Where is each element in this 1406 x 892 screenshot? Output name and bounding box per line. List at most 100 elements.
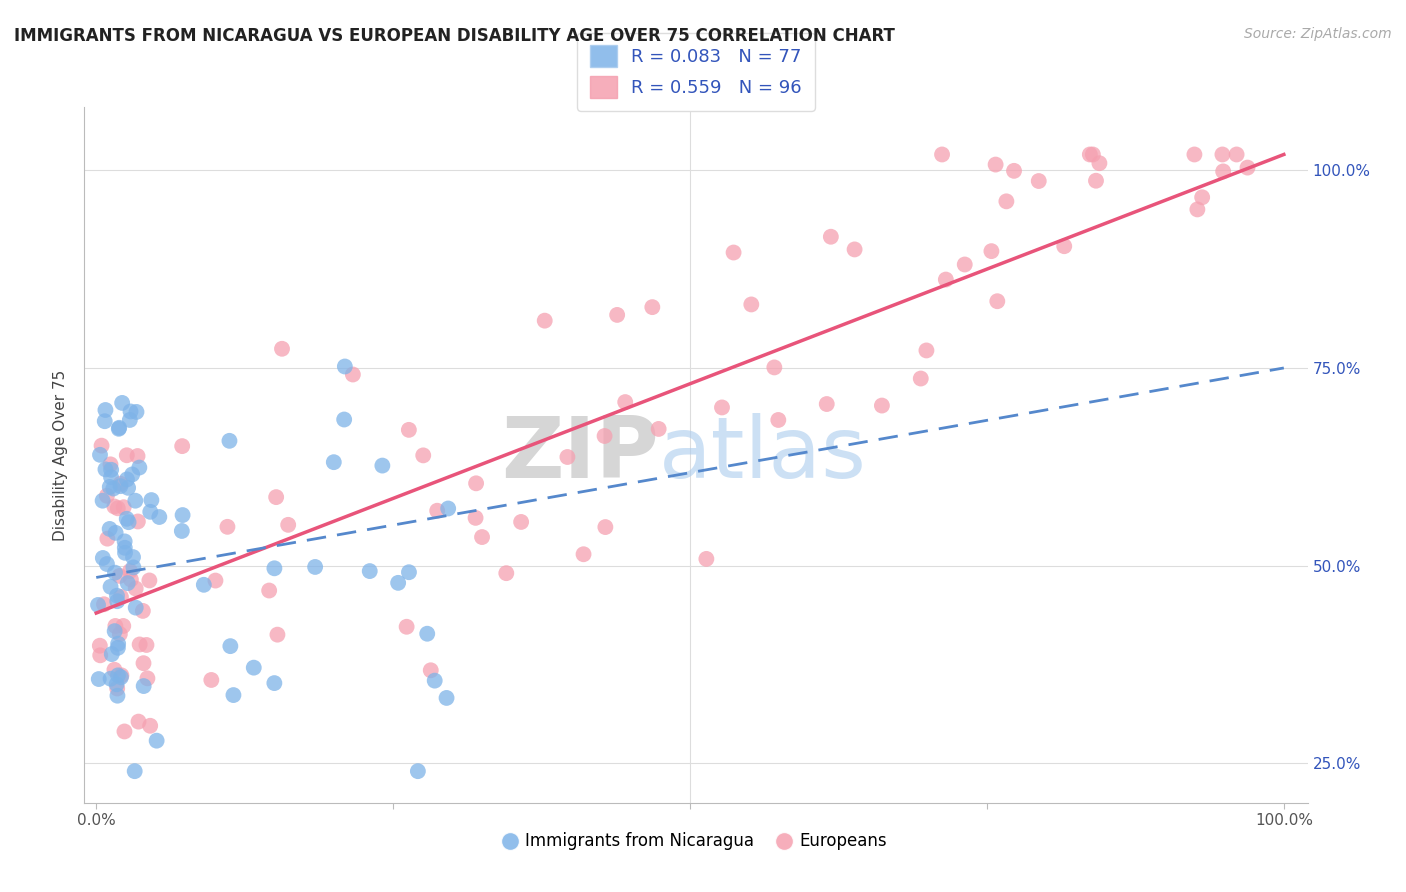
Point [740, 297, 762, 311]
Point [533, 313, 555, 327]
Point [398, 566, 420, 580]
Point [135, 638, 157, 652]
Point [107, 422, 129, 436]
Point [915, 343, 938, 358]
Point [132, 604, 155, 618]
Point [104, 624, 127, 639]
Point [1211, 147, 1233, 161]
Point [128, 637, 150, 651]
Point [107, 640, 129, 655]
Point [114, 546, 136, 560]
Point [105, 594, 128, 608]
Point [108, 569, 131, 583]
Point [193, 578, 215, 592]
Point [87, 598, 110, 612]
Point [387, 575, 409, 590]
Point [138, 574, 160, 588]
Point [112, 619, 135, 633]
Point [103, 482, 125, 496]
Y-axis label: Disability Age Over 75: Disability Age Over 75 [53, 369, 69, 541]
Point [395, 620, 418, 634]
Point [264, 490, 287, 504]
Point [406, 764, 429, 779]
Point [371, 458, 394, 473]
Point [148, 510, 170, 524]
Point [114, 541, 136, 555]
Point [124, 493, 146, 508]
Point [333, 412, 356, 426]
Point [120, 404, 142, 418]
Point [1226, 147, 1249, 161]
Point [105, 677, 128, 691]
Point [111, 396, 134, 410]
Point [117, 576, 139, 591]
Point [118, 564, 141, 578]
Point [110, 670, 132, 684]
Point [132, 679, 155, 693]
Point [1187, 202, 1209, 217]
Point [110, 476, 132, 491]
Point [606, 308, 628, 322]
Point [128, 714, 150, 729]
Point [1184, 147, 1206, 161]
Point [1191, 190, 1213, 204]
Point [436, 690, 458, 705]
Point [419, 663, 441, 677]
Point [219, 639, 242, 653]
Point [172, 508, 194, 522]
Point [115, 512, 138, 526]
Point [768, 413, 790, 427]
Point [117, 481, 139, 495]
Point [222, 688, 245, 702]
Point [108, 627, 131, 641]
Point [257, 583, 280, 598]
Point [464, 511, 486, 525]
Point [89, 448, 111, 462]
Point [1053, 239, 1076, 253]
Point [844, 243, 866, 257]
Point [695, 552, 717, 566]
Point [242, 660, 264, 674]
Point [100, 470, 122, 484]
Point [120, 573, 142, 587]
Point [93, 414, 115, 428]
Point [108, 421, 131, 435]
Point [1085, 174, 1108, 188]
Point [115, 472, 138, 486]
Point [115, 448, 138, 462]
Point [103, 663, 125, 677]
Point [935, 272, 957, 286]
Point [870, 399, 893, 413]
Point [931, 147, 953, 161]
Point [557, 450, 579, 464]
Point [98, 522, 121, 536]
Point [1088, 156, 1111, 170]
Point [124, 764, 146, 779]
Point [104, 566, 127, 580]
Point [416, 626, 439, 640]
Point [141, 493, 163, 508]
Point [815, 397, 838, 411]
Point [342, 368, 364, 382]
Point [132, 656, 155, 670]
Point [1028, 174, 1050, 188]
Point [426, 504, 449, 518]
Point [423, 673, 446, 688]
Point [204, 574, 226, 588]
Point [398, 423, 420, 437]
Point [100, 672, 122, 686]
Point [711, 401, 734, 415]
Point [100, 580, 122, 594]
Point [127, 515, 149, 529]
Point [200, 673, 222, 687]
Point [91, 551, 114, 566]
Point [820, 229, 842, 244]
Point [125, 582, 148, 596]
Point [114, 534, 136, 549]
Point [98, 480, 121, 494]
Point [437, 501, 460, 516]
Point [90, 439, 112, 453]
Text: atlas: atlas [659, 413, 868, 497]
Point [170, 524, 193, 538]
Point [986, 294, 1008, 309]
